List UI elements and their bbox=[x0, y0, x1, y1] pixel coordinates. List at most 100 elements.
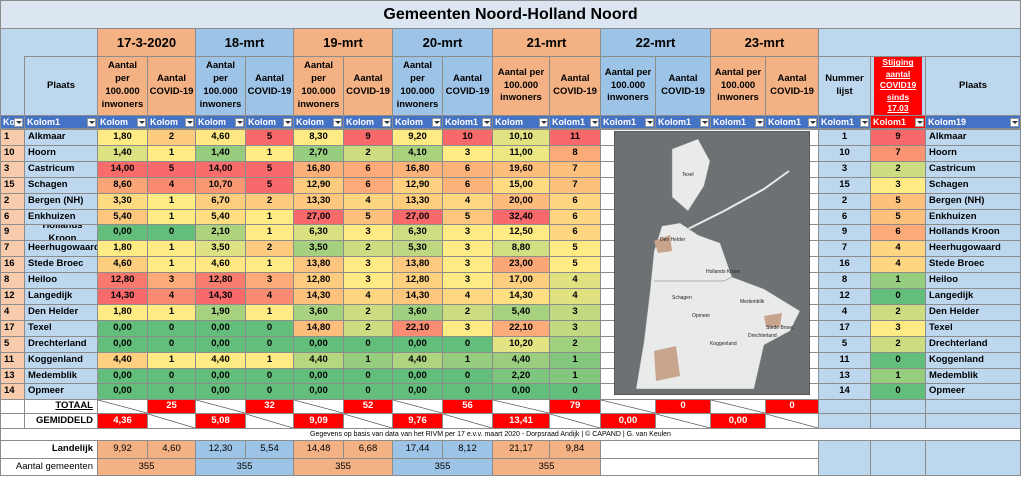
per-100k: 4,40 bbox=[195, 352, 246, 369]
filter-dropdown[interactable] bbox=[482, 117, 491, 127]
covid-count: 1 bbox=[343, 352, 393, 369]
list-number: 3 bbox=[818, 161, 871, 178]
per-100k-header: Aantal per 100.000 inwoners bbox=[710, 56, 766, 116]
covid-count: 3 bbox=[343, 272, 393, 289]
slash-cell bbox=[492, 399, 550, 414]
filter-label: Kolom bbox=[100, 116, 128, 127]
covid-count: 3 bbox=[442, 145, 493, 162]
list-number: 13 bbox=[818, 368, 871, 384]
map: Texel Den Helder Hollands Kroon Schagen Mede… bbox=[614, 131, 810, 395]
covid-count: 4 bbox=[549, 272, 601, 289]
date-header: 18-mrt bbox=[195, 28, 294, 57]
filter-cell: Kolom bbox=[195, 115, 246, 129]
filter-dropdown[interactable] bbox=[1010, 117, 1019, 127]
filter-dropdown[interactable] bbox=[283, 117, 292, 127]
blank bbox=[870, 440, 926, 476]
covid-count: 0 bbox=[147, 224, 196, 241]
per-100k: 14,30 bbox=[97, 288, 148, 305]
covid-count: 11 bbox=[549, 129, 601, 146]
covid-header: Aantal COVID-19 bbox=[549, 56, 601, 116]
filter-dropdown[interactable] bbox=[137, 117, 146, 127]
title: Gemeenten Noord-Holland Noord bbox=[0, 0, 1021, 29]
filter-cell: Kolom1 bbox=[870, 115, 926, 129]
per-100k: 9,20 bbox=[392, 129, 443, 146]
covid-count: 3 bbox=[442, 224, 493, 241]
increase: 5 bbox=[870, 209, 926, 225]
per-100k: 10,10 bbox=[492, 129, 550, 146]
per-100k: 4,60 bbox=[97, 256, 148, 273]
filter-dropdown[interactable] bbox=[700, 117, 709, 127]
filter-dropdown[interactable] bbox=[87, 117, 96, 127]
increase: 1 bbox=[870, 272, 926, 289]
filter-dropdown[interactable] bbox=[755, 117, 764, 127]
filter-dropdown[interactable] bbox=[432, 117, 441, 127]
national-value: 5,54 bbox=[245, 440, 294, 459]
covid-count: 1 bbox=[442, 352, 493, 369]
national-value: 12,30 bbox=[195, 440, 246, 459]
covid-count: 6 bbox=[343, 161, 393, 178]
slash-cell bbox=[549, 413, 601, 429]
place-right: Den Helder bbox=[925, 304, 1021, 321]
average: 0,00 bbox=[710, 413, 766, 429]
covid-count: 4 bbox=[442, 193, 493, 210]
per-100k: 5,40 bbox=[195, 209, 246, 225]
filter-label: Koloi bbox=[3, 116, 14, 127]
per-100k: 1,80 bbox=[97, 240, 148, 257]
place-right: Stede Broec bbox=[925, 256, 1021, 273]
list-number: 11 bbox=[818, 352, 871, 369]
covid-header: Aantal COVID-19 bbox=[245, 56, 294, 116]
covid-count: 0 bbox=[549, 383, 601, 400]
place-right: Drechterland bbox=[925, 336, 1021, 353]
row-id: 1 bbox=[0, 129, 25, 146]
covid-count: 0 bbox=[147, 368, 196, 384]
increase: 7 bbox=[870, 145, 926, 162]
filter-cell: Kolom19 bbox=[925, 115, 1021, 129]
covid-count: 3 bbox=[442, 256, 493, 273]
increase: 0 bbox=[870, 288, 926, 305]
place-right: Heerhugowaard bbox=[925, 240, 1021, 257]
increase: 0 bbox=[870, 383, 926, 400]
per-100k: 0,00 bbox=[97, 383, 148, 400]
filter-label: Kolom bbox=[150, 116, 178, 127]
list-number: 4 bbox=[818, 304, 871, 321]
covid-count: 4 bbox=[147, 177, 196, 194]
place-right: Koggenland bbox=[925, 352, 1021, 369]
per-100k: 1,80 bbox=[97, 304, 148, 321]
row-id: 15 bbox=[0, 177, 25, 194]
map-shape bbox=[671, 138, 711, 212]
per-100k: 8,60 bbox=[97, 177, 148, 194]
filter-dropdown[interactable] bbox=[808, 117, 817, 127]
per-100k: 5,40 bbox=[97, 209, 148, 225]
per-100k: 0,00 bbox=[392, 368, 443, 384]
filter-dropdown[interactable] bbox=[333, 117, 342, 127]
filter-dropdown[interactable] bbox=[235, 117, 244, 127]
covid-count: 0 bbox=[343, 336, 393, 353]
per-100k: 3,50 bbox=[195, 240, 246, 257]
filter-dropdown[interactable] bbox=[645, 117, 654, 127]
map-label: Schagen bbox=[672, 295, 692, 301]
filter-dropdown[interactable] bbox=[539, 117, 548, 127]
per-100k: 12,90 bbox=[392, 177, 443, 194]
covid-count: 3 bbox=[549, 304, 601, 321]
covid-count: 8 bbox=[549, 145, 601, 162]
national-value: 17,44 bbox=[392, 440, 443, 459]
per-100k: 12,80 bbox=[195, 272, 246, 289]
filter-dropdown[interactable] bbox=[382, 117, 391, 127]
covid-count: 5 bbox=[442, 209, 493, 225]
per-100k: 10,20 bbox=[492, 336, 550, 353]
filter-label: Kolom bbox=[296, 116, 324, 127]
filter-dropdown[interactable] bbox=[14, 117, 23, 127]
per-100k: 3,50 bbox=[293, 240, 344, 257]
filter-label: Kolom1 bbox=[27, 116, 61, 127]
slash-cell bbox=[710, 399, 766, 414]
filter-dropdown[interactable] bbox=[860, 117, 869, 127]
per-100k: 8,80 bbox=[492, 240, 550, 257]
filter-dropdown[interactable] bbox=[915, 117, 924, 127]
filter-dropdown[interactable] bbox=[590, 117, 599, 127]
per-100k: 6,70 bbox=[195, 193, 246, 210]
per-100k: 13,80 bbox=[392, 256, 443, 273]
filter-dropdown[interactable] bbox=[185, 117, 194, 127]
covid-count: 3 bbox=[343, 256, 393, 273]
filter-label: Kolom bbox=[346, 116, 374, 127]
increase: 1 bbox=[870, 368, 926, 384]
